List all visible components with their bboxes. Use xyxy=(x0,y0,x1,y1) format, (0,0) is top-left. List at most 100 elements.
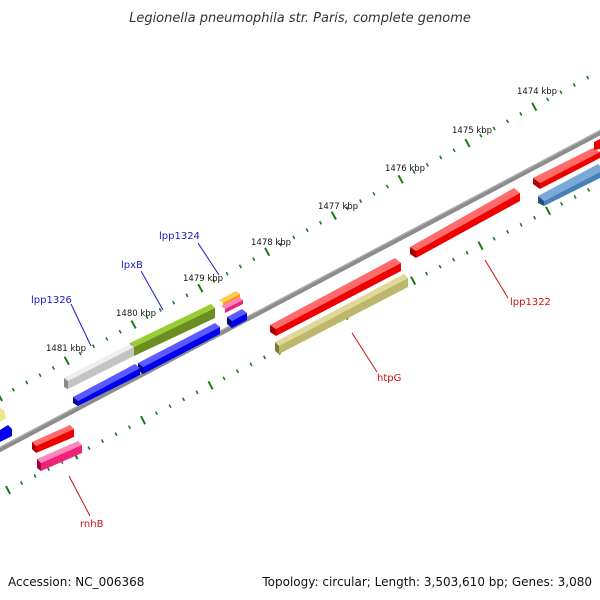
gene-label-lpp1322: lpp1322 xyxy=(510,297,551,308)
minor-tick xyxy=(439,155,443,160)
major-tick xyxy=(0,394,3,402)
minor-tick xyxy=(559,90,563,95)
major-tick xyxy=(197,283,204,293)
kbp-label: 1480 kbp xyxy=(116,309,156,319)
gene-lpp1324[interactable] xyxy=(227,309,247,328)
genome-summary-text: Topology: circular; Length: 3,503,610 bp… xyxy=(261,575,592,589)
minor-tick xyxy=(195,390,199,395)
minor-tick xyxy=(185,293,189,298)
minor-tick xyxy=(168,404,172,409)
minor-tick xyxy=(181,397,186,402)
kbp-label: 1481 kbp xyxy=(46,344,86,354)
gene-feature-red[interactable] xyxy=(32,425,74,453)
accession-text: Accession: NC_006368 xyxy=(8,575,144,589)
major-tick xyxy=(477,241,484,251)
minor-tick xyxy=(492,236,496,241)
minor-tick xyxy=(33,474,37,478)
gene-feature-red[interactable] xyxy=(594,139,600,150)
minor-tick xyxy=(452,257,456,262)
minor-tick xyxy=(345,206,349,211)
major-tick xyxy=(545,206,552,216)
gene-feature-red[interactable] xyxy=(270,258,401,336)
kbp-label: 1479 kbp xyxy=(183,274,223,284)
gene-lpp1322[interactable] xyxy=(410,188,520,258)
gene-feature-blue[interactable] xyxy=(0,425,12,442)
gene-feature-pale[interactable] xyxy=(0,408,6,422)
kbp-label: 1476 kbp xyxy=(385,164,425,174)
major-tick xyxy=(410,276,417,286)
major-tick xyxy=(330,211,337,220)
minor-tick xyxy=(46,467,51,472)
minor-tick xyxy=(425,162,429,167)
gene-feature-blue[interactable] xyxy=(73,364,140,406)
minor-tick xyxy=(438,264,442,269)
minor-tick xyxy=(118,329,122,334)
gene-lpp1326[interactable] xyxy=(64,344,134,389)
minor-tick xyxy=(154,411,159,416)
minor-tick xyxy=(572,82,576,87)
minor-tick xyxy=(278,242,283,247)
minor-tick xyxy=(372,191,376,196)
gene-feature-steel[interactable] xyxy=(538,164,600,206)
minor-tick xyxy=(91,344,96,349)
minor-tick xyxy=(127,425,132,430)
kbp-label: 1477 kbp xyxy=(318,202,358,212)
major-tick xyxy=(397,174,404,184)
minor-tick xyxy=(573,194,577,199)
gene-feature-red[interactable] xyxy=(533,148,600,189)
minor-tick xyxy=(249,362,253,367)
genome-backbone xyxy=(0,129,600,453)
major-tick xyxy=(264,247,271,257)
gene-feature-pink[interactable] xyxy=(221,297,243,313)
minor-tick xyxy=(25,380,29,385)
gene-htpG[interactable] xyxy=(275,274,408,354)
minor-tick xyxy=(145,315,149,320)
minor-tick xyxy=(212,278,216,283)
gene-feature-blue[interactable] xyxy=(138,323,220,374)
minor-tick xyxy=(452,148,456,153)
major-tick xyxy=(5,485,11,495)
kbp-label: 1475 kbp xyxy=(452,126,492,136)
minor-tick xyxy=(305,228,309,233)
minor-tick xyxy=(385,184,389,189)
minor-tick xyxy=(105,337,109,341)
major-tick xyxy=(130,320,137,329)
minor-tick xyxy=(78,351,82,356)
minor-tick xyxy=(492,126,496,131)
minor-tick xyxy=(412,170,416,174)
gene-label-lpp1326: lpp1326 xyxy=(31,295,72,306)
minor-tick xyxy=(11,387,15,392)
minor-tick xyxy=(225,271,229,276)
minor-tick xyxy=(560,201,564,206)
gene-label-lpp1324: lpp1324 xyxy=(159,231,200,242)
minor-tick xyxy=(172,300,176,305)
kbp-label: 1474 kbp xyxy=(517,87,557,97)
major-tick xyxy=(63,356,70,366)
minor-tick xyxy=(292,235,296,240)
minor-tick xyxy=(114,432,118,437)
minor-tick xyxy=(359,199,363,204)
gene-rnhB[interactable] xyxy=(37,441,82,471)
minor-tick xyxy=(51,366,56,370)
minor-tick xyxy=(19,481,24,485)
major-tick xyxy=(464,138,471,148)
minor-tick xyxy=(465,250,469,255)
major-tick xyxy=(207,380,214,390)
kbp-label: 1478 kbp xyxy=(251,238,291,248)
minor-tick xyxy=(506,229,510,234)
minor-tick xyxy=(586,75,590,80)
minor-tick xyxy=(546,97,550,102)
gene-label-lpxB: lpxB xyxy=(121,260,143,271)
minor-tick xyxy=(262,355,267,360)
minor-tick xyxy=(222,376,226,381)
minor-tick xyxy=(100,439,105,444)
minor-tick xyxy=(252,257,256,262)
gene-label-rnhB: rnhB xyxy=(80,519,104,530)
minor-tick xyxy=(479,133,483,138)
outer-scale-track xyxy=(0,75,590,402)
minor-tick xyxy=(235,369,240,374)
minor-tick xyxy=(425,271,429,276)
major-tick xyxy=(140,415,146,425)
minor-tick xyxy=(158,307,162,312)
